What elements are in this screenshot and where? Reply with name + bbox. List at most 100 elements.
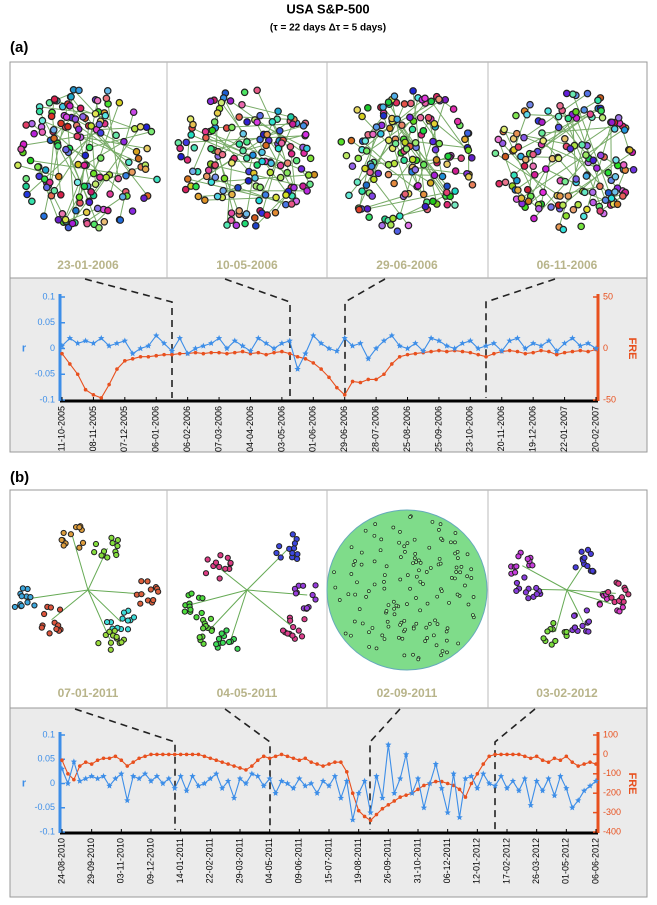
star-marker: [192, 345, 199, 352]
x-tick-label: 09-12-2010: [145, 838, 155, 884]
network-node: [242, 154, 251, 162]
network-node: [402, 618, 407, 623]
dot-marker: [107, 382, 111, 387]
network-node: [520, 133, 528, 142]
network-node: [113, 633, 120, 641]
dot-marker: [161, 752, 165, 757]
network-node: [367, 630, 371, 635]
star-marker: [318, 340, 325, 346]
star-marker: [189, 772, 196, 779]
network-node: [369, 130, 377, 139]
network-node: [391, 139, 400, 148]
star-marker: [145, 342, 152, 349]
dot-marker: [327, 375, 331, 380]
network-node: [572, 175, 580, 183]
network-node: [514, 186, 522, 194]
network-node: [378, 221, 386, 230]
plots: -0.1 -0.05 0 0.05 0.1 -50 0 50 11-10-2005 08-11-2…: [22, 291, 638, 884]
network-node: [411, 561, 415, 566]
network-node: [443, 182, 451, 191]
star-marker: [100, 772, 107, 779]
network-edge: [515, 122, 615, 191]
network-node: [103, 618, 111, 626]
network-node: [34, 163, 42, 171]
network-node: [239, 129, 248, 138]
star-marker: [545, 775, 552, 782]
network-node: [138, 591, 145, 598]
star-marker: [462, 775, 469, 782]
network-node: [372, 559, 377, 564]
star-marker: [459, 340, 466, 346]
network-node: [453, 540, 457, 545]
network-node: [108, 534, 115, 541]
network-node: [150, 597, 157, 604]
network-node: [14, 161, 22, 170]
network-node: [542, 165, 550, 173]
y-axis-label: r: [22, 342, 27, 354]
network-node: [574, 200, 582, 209]
dot-marker: [138, 354, 143, 359]
network-node: [107, 639, 115, 646]
network-node: [300, 582, 307, 589]
network-node: [303, 605, 311, 612]
network-node: [596, 207, 604, 215]
network-node: [582, 151, 590, 159]
network-node: [22, 174, 30, 183]
x-tick-label: 17-02-2012: [501, 838, 511, 884]
dot-marker: [429, 349, 433, 354]
network-node: [274, 107, 282, 116]
network-node: [414, 574, 419, 579]
dot-marker: [303, 357, 308, 361]
network-node: [87, 122, 96, 130]
star-marker: [450, 770, 457, 777]
network-node: [411, 652, 415, 657]
network-node: [530, 170, 539, 179]
separators: [166, 62, 489, 708]
network-node: [538, 118, 546, 127]
network-node: [584, 562, 591, 570]
network-node: [210, 118, 219, 126]
network-node: [412, 537, 417, 542]
network-node: [273, 549, 280, 557]
network-node: [629, 165, 638, 174]
network-node: [181, 608, 188, 615]
dot-marker: [264, 352, 268, 357]
star-marker: [230, 794, 238, 801]
network-node: [370, 175, 378, 184]
network-node: [351, 563, 356, 567]
network-node: [358, 112, 366, 121]
network-edge: [246, 547, 290, 591]
dot-marker: [350, 379, 355, 384]
network-node: [53, 625, 60, 633]
x-tick-label: 26-03-2012: [531, 838, 541, 884]
network-node: [370, 626, 375, 630]
network-node: [102, 173, 111, 182]
dot-marker: [225, 351, 229, 356]
star-marker: [456, 814, 463, 821]
network-node: [35, 107, 44, 116]
network-node: [417, 568, 421, 573]
star-marker: [286, 337, 293, 344]
network-node: [91, 109, 100, 118]
star-marker: [90, 340, 97, 346]
network-node: [605, 589, 612, 596]
network-node: [30, 129, 38, 138]
network-edge: [495, 152, 561, 197]
network-node: [449, 540, 453, 545]
network-node: [81, 151, 90, 160]
network-node: [18, 602, 25, 609]
network-node: [589, 156, 598, 165]
network-node: [299, 182, 307, 190]
star-marker: [160, 340, 168, 346]
network-node: [355, 205, 363, 214]
network-node: [227, 159, 236, 167]
star-marker: [561, 340, 568, 346]
network-node: [596, 601, 603, 608]
network-node: [411, 626, 416, 631]
network-node: [141, 165, 150, 173]
dot-marker: [184, 752, 189, 757]
network-node: [521, 574, 528, 581]
network-node: [349, 633, 353, 638]
network-edge: [522, 565, 568, 591]
network-node: [73, 178, 82, 187]
